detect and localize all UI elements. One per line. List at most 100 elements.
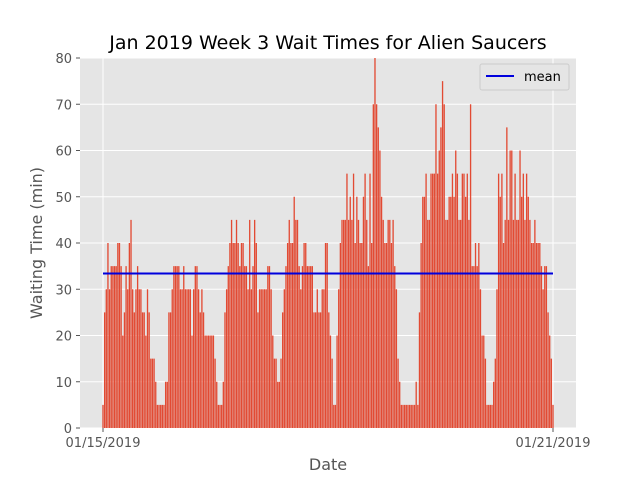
bar <box>202 312 205 429</box>
bar <box>168 312 170 429</box>
bar <box>222 381 224 428</box>
x-axis-label: Date <box>309 455 347 474</box>
bar <box>217 404 220 429</box>
bar <box>349 196 351 428</box>
bar <box>497 173 500 429</box>
bar <box>207 335 210 428</box>
bar <box>133 312 135 429</box>
bar <box>524 219 526 429</box>
bar <box>277 381 279 428</box>
bar <box>389 219 391 429</box>
bar <box>328 312 330 429</box>
bar <box>387 219 389 429</box>
bar <box>499 196 501 428</box>
bar <box>193 289 195 428</box>
bar <box>435 104 437 428</box>
bar <box>362 196 365 428</box>
bar <box>463 173 465 429</box>
bar <box>194 266 196 429</box>
bar <box>232 243 234 428</box>
bar <box>547 312 549 429</box>
bar <box>400 404 403 429</box>
bar <box>456 173 459 429</box>
bar <box>244 266 246 429</box>
bar <box>430 173 432 429</box>
bar <box>148 312 150 429</box>
bar <box>132 289 134 428</box>
bar <box>113 266 116 429</box>
bar <box>160 404 162 429</box>
bar <box>122 335 124 428</box>
bar <box>420 243 422 428</box>
bar <box>146 289 149 428</box>
bar <box>173 266 175 429</box>
bar <box>224 312 226 429</box>
bar <box>461 173 463 429</box>
bar <box>128 243 131 428</box>
bar <box>374 58 376 428</box>
bar <box>197 289 200 428</box>
bar <box>225 289 228 428</box>
bar <box>286 243 289 428</box>
bar <box>407 404 409 429</box>
bar <box>227 266 229 429</box>
legend-mean-label: mean <box>524 70 561 85</box>
bar <box>295 219 297 429</box>
bar <box>308 266 310 429</box>
chart-title: Jan 2019 Week 3 Wait Times for Alien Sau… <box>108 32 546 54</box>
bar <box>155 381 157 428</box>
bar <box>344 219 346 429</box>
bar <box>382 219 384 429</box>
bar <box>542 289 544 428</box>
bar <box>514 173 516 429</box>
bar <box>127 289 129 428</box>
bar <box>507 219 510 429</box>
bar <box>199 312 201 429</box>
bar <box>301 266 304 429</box>
bar <box>196 266 198 429</box>
bar <box>455 150 457 428</box>
x-axis-ticks: 01/15/2019 01/21/2019 <box>66 428 590 451</box>
bar <box>544 266 546 429</box>
bar <box>245 266 248 429</box>
bar <box>479 289 482 428</box>
bar <box>509 150 511 428</box>
bar <box>272 335 274 428</box>
y-tick-label: 40 <box>55 237 72 252</box>
bar <box>423 196 426 428</box>
y-tick-label: 30 <box>55 283 72 298</box>
bar <box>525 173 528 429</box>
bar <box>364 173 366 429</box>
bar <box>529 219 531 429</box>
bar <box>305 243 307 428</box>
bar <box>265 289 267 428</box>
bar <box>397 358 399 429</box>
bar <box>488 404 490 429</box>
bar <box>403 404 406 429</box>
bar <box>511 150 513 428</box>
bar <box>521 196 523 428</box>
bar <box>379 150 381 428</box>
bar <box>298 266 300 429</box>
bar <box>436 173 439 429</box>
bar <box>448 196 450 428</box>
bar <box>120 266 122 429</box>
bar <box>352 173 355 429</box>
bar <box>135 289 137 428</box>
bar <box>413 404 416 429</box>
bar <box>321 289 323 428</box>
bar <box>250 289 253 428</box>
bar <box>141 312 144 429</box>
bar <box>230 219 233 429</box>
bar <box>474 243 477 428</box>
bar <box>476 266 478 429</box>
bar <box>339 243 342 428</box>
bar <box>522 173 524 429</box>
bar <box>450 196 452 428</box>
bar <box>527 196 529 428</box>
bar <box>283 289 285 428</box>
bar <box>140 289 142 428</box>
bar <box>428 219 431 429</box>
legend-box <box>479 63 570 91</box>
bar <box>229 243 231 428</box>
